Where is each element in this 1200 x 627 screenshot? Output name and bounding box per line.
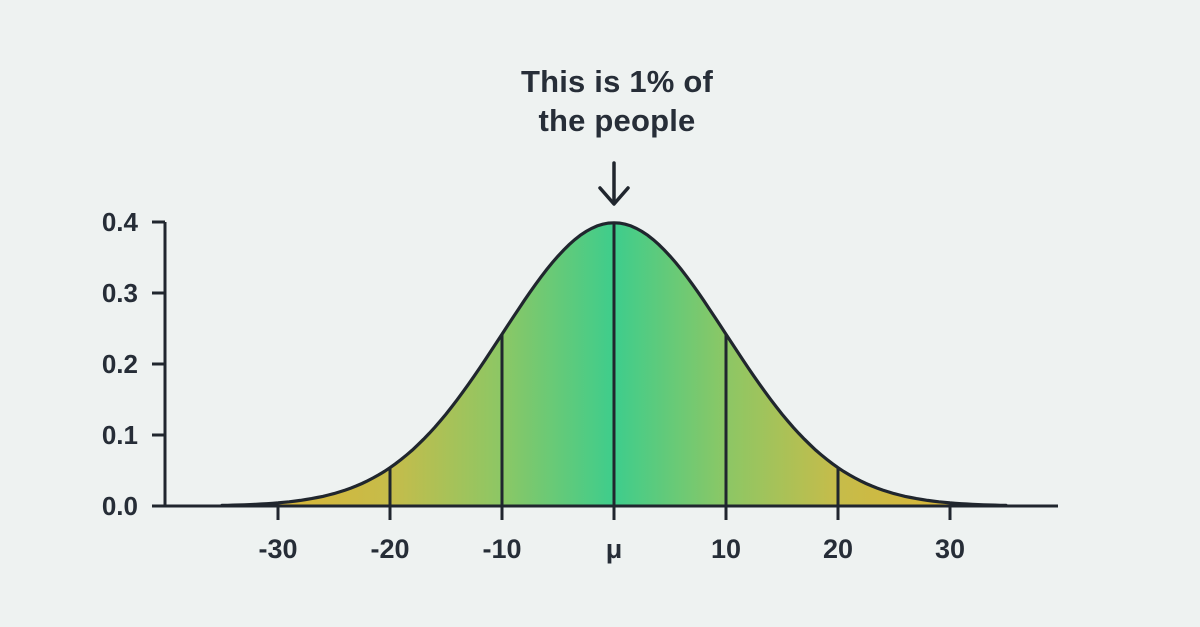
annotation-line-2: the people (538, 103, 696, 138)
y-tick-label: 0.3 (102, 278, 138, 308)
x-tick-label: 10 (711, 534, 741, 564)
curve-line (220, 221, 1008, 507)
y-tick-label: 0.0 (102, 491, 138, 521)
down-arrow-icon (598, 161, 630, 206)
y-tick-label: 0.1 (102, 420, 138, 450)
x-tick-label: -30 (258, 534, 297, 564)
x-tick-label: -10 (482, 534, 521, 564)
x-tick-label: 30 (935, 534, 965, 564)
x-tick-label: μ (606, 534, 623, 564)
y-tick-label: 0.4 (102, 207, 139, 237)
annotation-label: This is 1% of the people (450, 62, 784, 140)
annotation-line-1: This is 1% of (520, 64, 714, 99)
x-tick-label: 20 (823, 534, 853, 564)
x-tick-label: -20 (370, 534, 409, 564)
y-tick-label: 0.2 (102, 349, 138, 379)
